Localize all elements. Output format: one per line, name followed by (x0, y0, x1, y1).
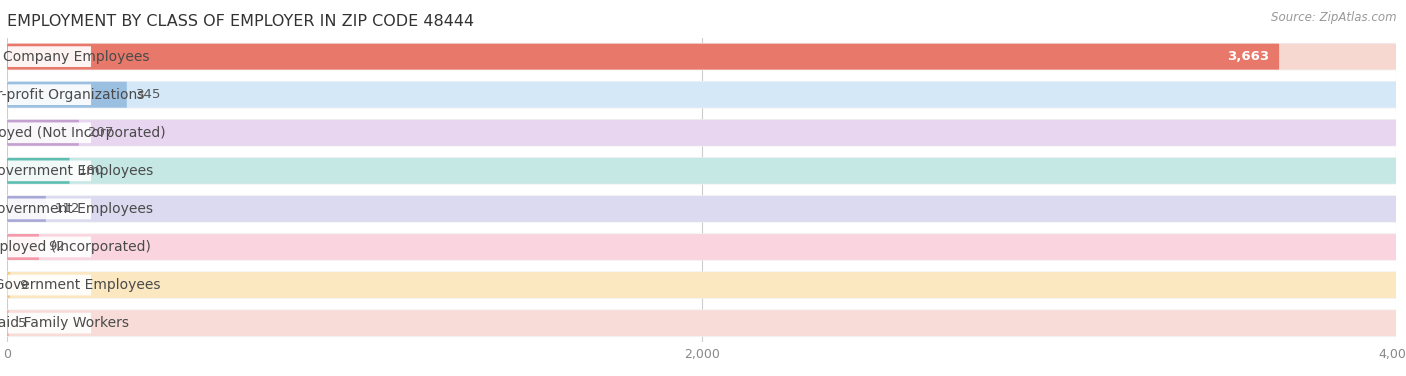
FancyBboxPatch shape (7, 120, 79, 146)
Text: Local Government Employees: Local Government Employees (0, 164, 153, 178)
FancyBboxPatch shape (7, 84, 91, 105)
FancyBboxPatch shape (7, 234, 1396, 260)
FancyBboxPatch shape (7, 271, 1396, 299)
FancyBboxPatch shape (7, 233, 1396, 261)
FancyBboxPatch shape (7, 310, 1396, 336)
FancyBboxPatch shape (7, 46, 91, 67)
FancyBboxPatch shape (7, 161, 91, 181)
FancyBboxPatch shape (7, 119, 1396, 147)
Text: 5: 5 (17, 317, 25, 330)
FancyBboxPatch shape (7, 272, 10, 298)
Text: 3,663: 3,663 (1226, 50, 1268, 63)
Text: Private Company Employees: Private Company Employees (0, 50, 149, 64)
Text: EMPLOYMENT BY CLASS OF EMPLOYER IN ZIP CODE 48444: EMPLOYMENT BY CLASS OF EMPLOYER IN ZIP C… (7, 15, 474, 29)
Text: Source: ZipAtlas.com: Source: ZipAtlas.com (1271, 11, 1396, 24)
Text: 207: 207 (87, 126, 112, 139)
Text: 92: 92 (48, 241, 65, 253)
Text: 112: 112 (55, 202, 80, 215)
FancyBboxPatch shape (7, 44, 1396, 70)
Text: Self-Employed (Not Incorporated): Self-Employed (Not Incorporated) (0, 126, 166, 140)
FancyBboxPatch shape (7, 82, 1396, 108)
Text: 345: 345 (135, 88, 160, 101)
Text: State Government Employees: State Government Employees (0, 202, 153, 216)
FancyBboxPatch shape (7, 313, 91, 334)
FancyBboxPatch shape (7, 196, 1396, 222)
Text: 9: 9 (18, 279, 27, 291)
FancyBboxPatch shape (7, 309, 1396, 337)
FancyBboxPatch shape (7, 272, 1396, 298)
FancyBboxPatch shape (7, 157, 1396, 185)
FancyBboxPatch shape (7, 237, 91, 257)
FancyBboxPatch shape (7, 44, 1279, 70)
FancyBboxPatch shape (7, 234, 39, 260)
Text: 180: 180 (79, 164, 104, 177)
FancyBboxPatch shape (7, 82, 127, 108)
FancyBboxPatch shape (7, 275, 91, 296)
FancyBboxPatch shape (7, 158, 1396, 184)
FancyBboxPatch shape (7, 123, 91, 143)
FancyBboxPatch shape (7, 310, 8, 336)
Text: Self-Employed (Incorporated): Self-Employed (Incorporated) (0, 240, 152, 254)
Text: Not-for-profit Organizations: Not-for-profit Organizations (0, 88, 145, 102)
FancyBboxPatch shape (7, 43, 1396, 70)
FancyBboxPatch shape (7, 196, 46, 222)
Text: Federal Government Employees: Federal Government Employees (0, 278, 160, 292)
FancyBboxPatch shape (7, 81, 1396, 108)
Text: Unpaid Family Workers: Unpaid Family Workers (0, 316, 129, 330)
FancyBboxPatch shape (7, 199, 91, 219)
FancyBboxPatch shape (7, 120, 1396, 146)
FancyBboxPatch shape (7, 195, 1396, 223)
FancyBboxPatch shape (7, 158, 69, 184)
